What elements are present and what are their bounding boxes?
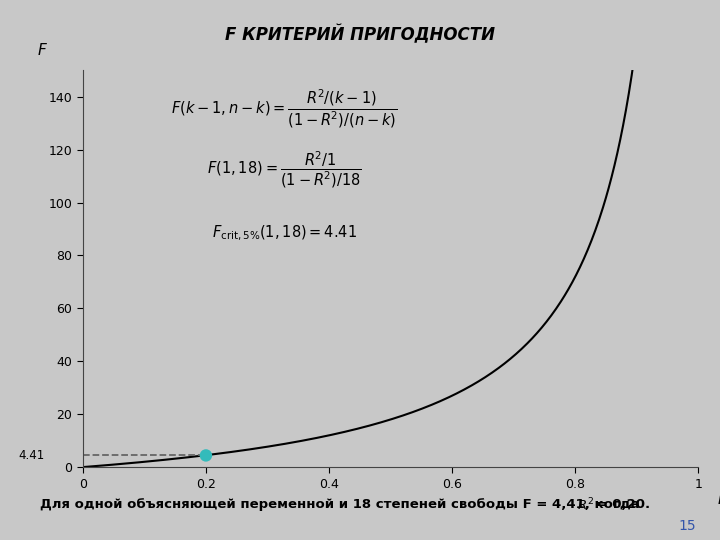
- Text: $\mathbf{\mathit{F}}(\mathbf{\mathit{k}}-1,\mathbf{\mathit{n}}-\mathbf{\mathit{k: $\mathbf{\mathit{F}}(\mathbf{\mathit{k}}…: [171, 87, 397, 130]
- Point: [200, 451, 212, 460]
- Text: Для одной объясняющей переменной и 18 степеней свободы F = 4,41, когда: Для одной объясняющей переменной и 18 ст…: [40, 498, 644, 511]
- Text: $\mathbf{\mathit{F}}(1,18)=\dfrac{\mathbf{\mathit{R}}^2/1}{(1-\mathbf{\mathit{R}: $\mathbf{\mathit{F}}(1,18)=\dfrac{\mathb…: [207, 148, 361, 190]
- Text: $R^2$: $R^2$: [577, 497, 595, 513]
- Text: 4.41: 4.41: [19, 449, 45, 462]
- Text: = 0,20.: = 0,20.: [592, 498, 650, 511]
- Text: $R^2$: $R^2$: [717, 489, 720, 508]
- Text: $\mathbf{\mathit{F}}_{\mathrm{crit,5\%}}(1,18)=4.41$: $\mathbf{\mathit{F}}_{\mathrm{crit,5\%}}…: [212, 224, 357, 243]
- Text: 15: 15: [679, 519, 696, 534]
- Text: $F$: $F$: [37, 42, 48, 58]
- Text: F КРИТЕРИЙ ПРИГОДНОСТИ: F КРИТЕРИЙ ПРИГОДНОСТИ: [225, 25, 495, 45]
